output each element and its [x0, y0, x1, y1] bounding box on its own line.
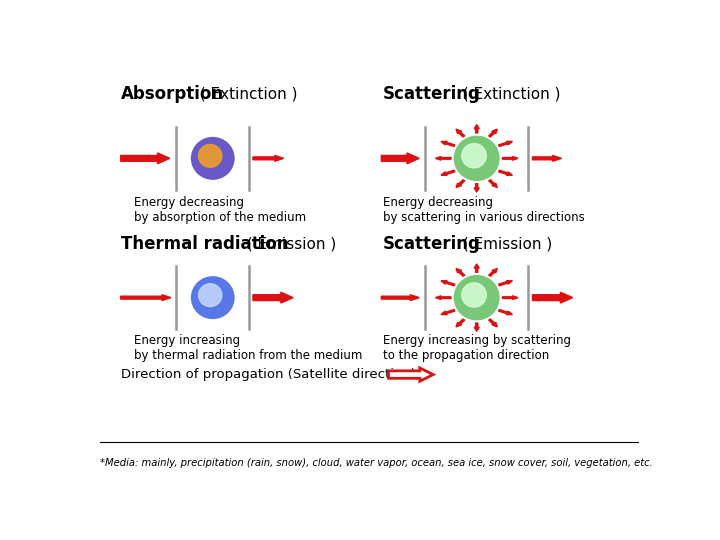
Ellipse shape — [454, 136, 499, 180]
Text: Energy decreasing
by scattering in various directions: Energy decreasing by scattering in vario… — [383, 196, 585, 224]
Text: ( Emission ): ( Emission ) — [453, 236, 552, 251]
Ellipse shape — [199, 144, 222, 167]
FancyArrow shape — [474, 323, 480, 332]
FancyArrow shape — [441, 281, 455, 286]
Text: Scattering: Scattering — [383, 85, 481, 103]
FancyArrow shape — [389, 368, 433, 381]
FancyArrow shape — [489, 129, 498, 137]
Text: Energy increasing
by thermal radiation from the medium: Energy increasing by thermal radiation f… — [133, 334, 362, 362]
FancyArrow shape — [498, 281, 513, 286]
FancyArrow shape — [489, 180, 498, 187]
Text: Scattering: Scattering — [383, 234, 481, 253]
FancyArrow shape — [441, 170, 455, 176]
Ellipse shape — [462, 283, 486, 307]
FancyArrow shape — [498, 141, 513, 146]
FancyArrow shape — [441, 309, 455, 315]
FancyArrow shape — [382, 295, 419, 301]
FancyArrow shape — [456, 129, 464, 137]
Ellipse shape — [454, 275, 499, 320]
Text: *Media: mainly, precipitation (rain, snow), cloud, water vapor, ocean, sea ice, : *Media: mainly, precipitation (rain, sno… — [100, 458, 653, 468]
FancyArrow shape — [456, 319, 464, 327]
FancyArrow shape — [436, 296, 451, 300]
FancyArrow shape — [474, 264, 480, 272]
FancyArrow shape — [253, 156, 284, 161]
Text: ( Extinction ): ( Extinction ) — [453, 86, 560, 102]
FancyArrow shape — [503, 296, 518, 300]
Text: Absorption: Absorption — [121, 85, 224, 103]
FancyArrow shape — [121, 153, 170, 164]
FancyArrow shape — [456, 268, 464, 276]
FancyArrow shape — [503, 157, 518, 160]
FancyArrow shape — [253, 292, 293, 303]
FancyArrow shape — [474, 184, 480, 192]
Ellipse shape — [192, 138, 234, 179]
FancyArrow shape — [474, 125, 480, 133]
FancyArrow shape — [498, 170, 513, 176]
Ellipse shape — [462, 144, 486, 168]
Text: Energy increasing by scattering
to the propagation direction: Energy increasing by scattering to the p… — [383, 334, 571, 362]
FancyArrow shape — [533, 292, 572, 303]
FancyArrow shape — [489, 268, 498, 276]
FancyArrow shape — [489, 319, 498, 327]
Text: Energy decreasing
by absorption of the medium: Energy decreasing by absorption of the m… — [133, 196, 306, 224]
FancyArrow shape — [441, 141, 455, 146]
FancyArrow shape — [121, 295, 171, 301]
Text: Direction of propagation (Satellite direction): Direction of propagation (Satellite dire… — [121, 368, 415, 381]
FancyArrow shape — [533, 156, 562, 161]
Text: ( Emission ): ( Emission ) — [238, 236, 336, 251]
Text: Thermal radiation: Thermal radiation — [121, 234, 288, 253]
Ellipse shape — [199, 284, 222, 307]
FancyArrow shape — [498, 309, 513, 315]
FancyArrow shape — [436, 157, 451, 160]
FancyArrow shape — [382, 153, 419, 164]
Ellipse shape — [192, 277, 234, 319]
FancyArrow shape — [456, 180, 464, 187]
Text: ( Extinction ): ( Extinction ) — [190, 86, 298, 102]
